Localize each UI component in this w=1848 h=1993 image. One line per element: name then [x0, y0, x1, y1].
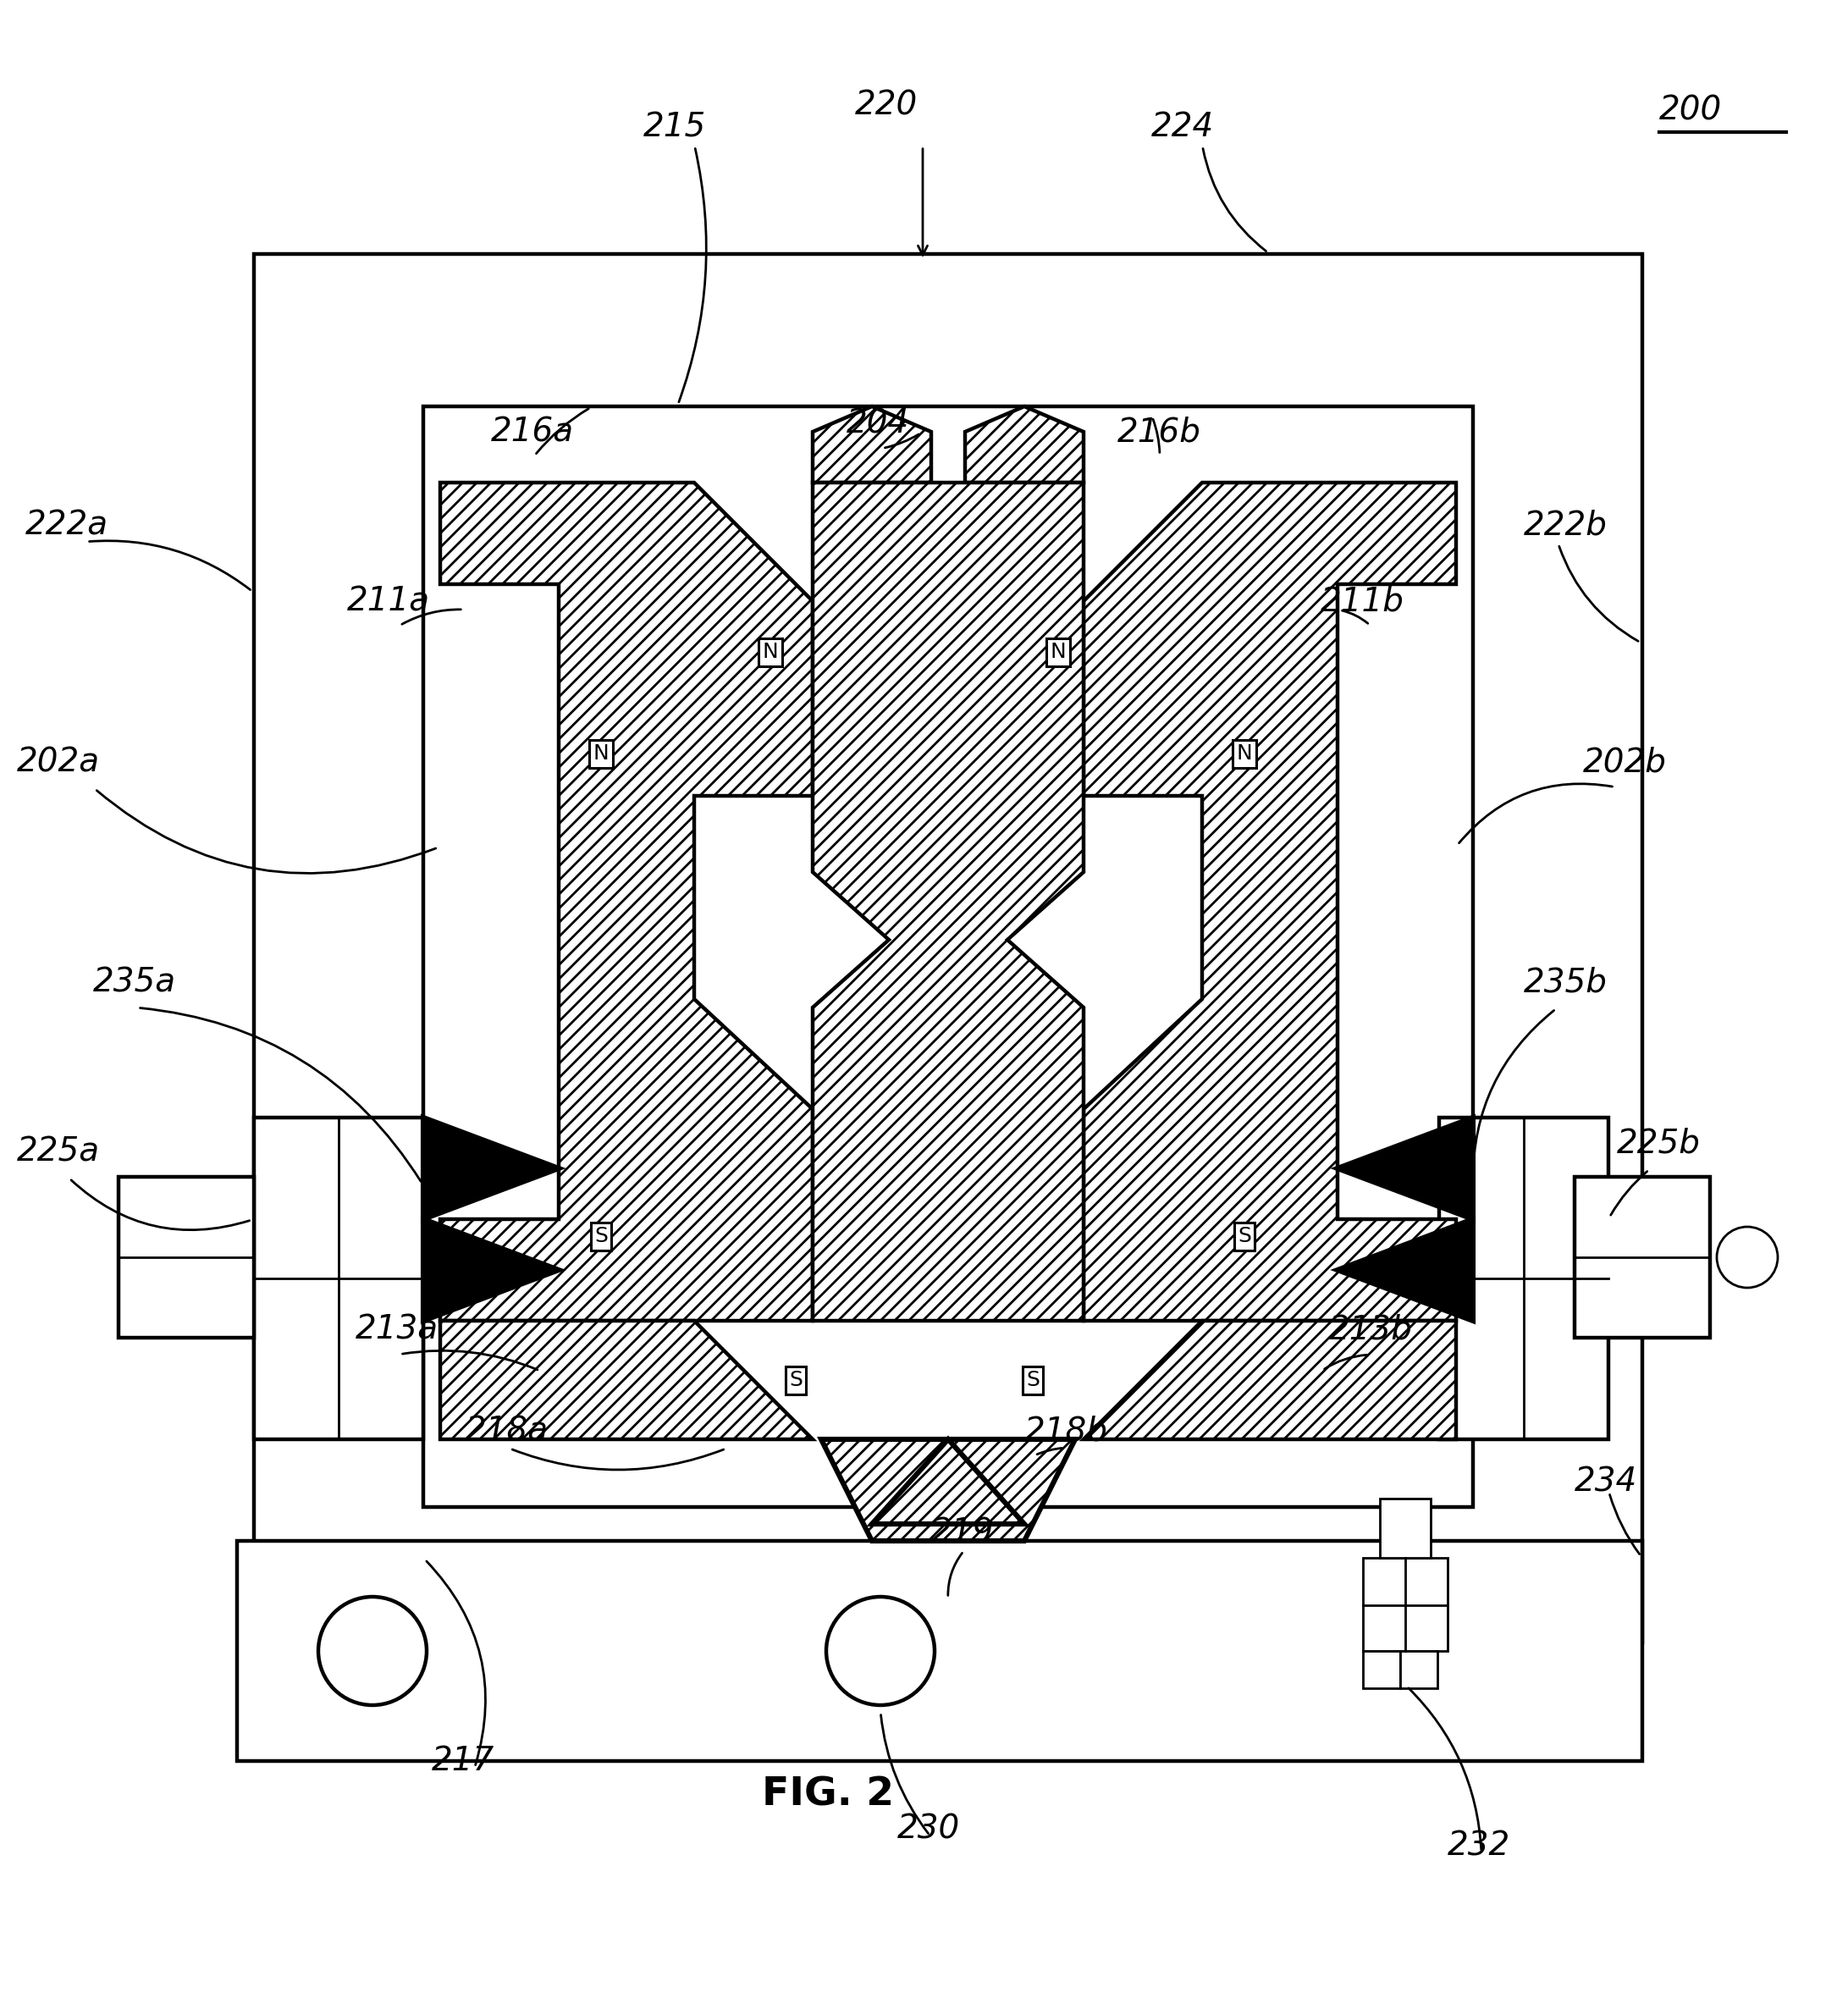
Text: 200: 200 [1660, 94, 1722, 126]
Text: 219: 219 [931, 1517, 994, 1549]
Bar [1364, 1650, 1401, 1688]
Text: FIG. 2: FIG. 2 [761, 1776, 894, 1814]
Text: 202a: 202a [17, 745, 100, 777]
Bar [1440, 1118, 1608, 1439]
Text: 224: 224 [1151, 112, 1214, 143]
Bar [1364, 1559, 1447, 1650]
Text: S: S [789, 1369, 802, 1391]
Text: 211a: 211a [347, 586, 431, 618]
Text: 225b: 225b [1617, 1126, 1700, 1160]
Text: N: N [1236, 743, 1253, 763]
Text: 217: 217 [432, 1746, 495, 1778]
Text: S: S [1238, 1226, 1251, 1246]
Polygon shape [965, 407, 1083, 482]
Text: 234: 234 [1574, 1465, 1637, 1497]
Text: 204: 204 [846, 407, 909, 438]
Text: N: N [763, 642, 778, 662]
Bar [1380, 1499, 1430, 1559]
Bar [1401, 1650, 1438, 1688]
Text: 215: 215 [643, 112, 706, 143]
Polygon shape [872, 1439, 1024, 1525]
Bar [237, 1541, 1643, 1762]
Polygon shape [1083, 1321, 1456, 1439]
Polygon shape [423, 1220, 558, 1321]
Bar [253, 1118, 423, 1439]
Polygon shape [1083, 482, 1456, 1321]
Text: 222b: 222b [1525, 508, 1608, 540]
Text: N: N [593, 743, 610, 763]
Polygon shape [440, 482, 813, 1321]
Text: 232: 232 [1447, 1830, 1510, 1861]
Text: S: S [595, 1226, 608, 1246]
Text: 235a: 235a [92, 967, 176, 998]
Text: 222a: 222a [26, 508, 109, 540]
Polygon shape [1338, 1118, 1473, 1220]
Polygon shape [821, 1439, 1076, 1541]
Text: 225a: 225a [17, 1136, 100, 1168]
Text: S: S [1026, 1369, 1039, 1391]
Text: 202b: 202b [1584, 745, 1667, 777]
Text: 213a: 213a [355, 1313, 438, 1345]
Bar [118, 1176, 253, 1337]
Text: 213b: 213b [1329, 1313, 1412, 1345]
Text: 216b: 216b [1118, 417, 1201, 448]
Polygon shape [1338, 1220, 1473, 1321]
Text: 211b: 211b [1321, 586, 1404, 618]
Bar [253, 253, 1643, 1642]
Text: 218b: 218b [1024, 1415, 1109, 1447]
Text: N: N [1050, 642, 1066, 662]
Text: 235b: 235b [1525, 967, 1608, 998]
Bar [423, 407, 1473, 1507]
Polygon shape [813, 407, 931, 482]
Bar [1574, 1176, 1709, 1337]
Text: 230: 230 [898, 1814, 961, 1846]
Text: 220: 220 [856, 90, 918, 122]
Text: 218a: 218a [466, 1415, 549, 1447]
Polygon shape [813, 482, 1083, 1321]
Text: 216a: 216a [492, 417, 575, 448]
Polygon shape [423, 1118, 558, 1220]
Polygon shape [440, 1321, 813, 1439]
